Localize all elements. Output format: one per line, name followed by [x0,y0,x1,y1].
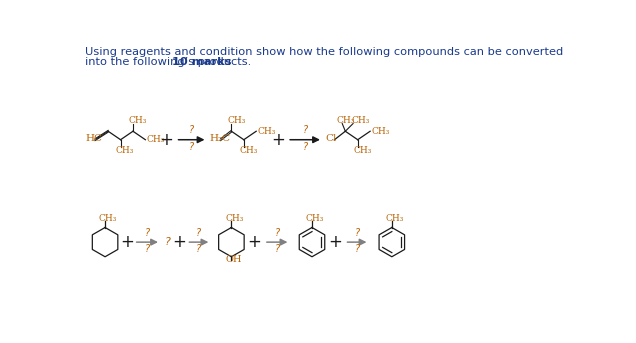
Text: OH: OH [226,255,242,264]
Text: ?: ? [197,244,202,254]
Text: CH₃: CH₃ [385,214,404,223]
Text: ?: ? [275,228,280,238]
Text: ?: ? [144,228,149,238]
Text: ?: ? [165,237,171,247]
Text: CH₃: CH₃ [354,146,372,155]
Text: H₂C: H₂C [210,134,231,143]
Text: CH₃: CH₃ [116,146,134,155]
Text: CH₃: CH₃ [337,116,355,125]
Text: CH₃: CH₃ [352,116,370,125]
Text: ?: ? [354,244,359,254]
Text: CH₃: CH₃ [225,214,244,223]
Text: ?: ? [188,125,194,135]
Text: 10 marks: 10 marks [172,57,232,67]
Text: +: + [247,233,261,251]
Text: ?: ? [303,125,308,135]
Text: ?: ? [303,142,308,152]
Text: Cl: Cl [325,134,336,143]
Text: ?: ? [188,142,194,152]
Text: CH₃: CH₃ [258,127,276,136]
Text: Using reagents and condition show how the following compounds can be converted: Using reagents and condition show how th… [85,47,563,57]
Text: CH₃: CH₃ [147,135,165,144]
Text: CH₃: CH₃ [240,146,258,155]
Text: into the following’s products.: into the following’s products. [85,57,255,67]
Text: HC: HC [86,134,102,143]
Text: +: + [172,233,186,251]
Text: ?: ? [197,228,202,238]
Text: +: + [271,131,285,149]
Text: +: + [328,233,342,251]
Text: ?: ? [144,244,149,254]
Text: CH₃: CH₃ [371,127,390,136]
Text: ?: ? [354,228,359,238]
Text: CH₃: CH₃ [228,116,246,125]
Text: CH₃: CH₃ [99,214,117,223]
Text: +: + [121,233,134,251]
Text: CH₃: CH₃ [306,214,324,223]
Text: CH₃: CH₃ [128,116,147,125]
Text: +: + [160,131,173,149]
Text: ?: ? [275,244,280,254]
